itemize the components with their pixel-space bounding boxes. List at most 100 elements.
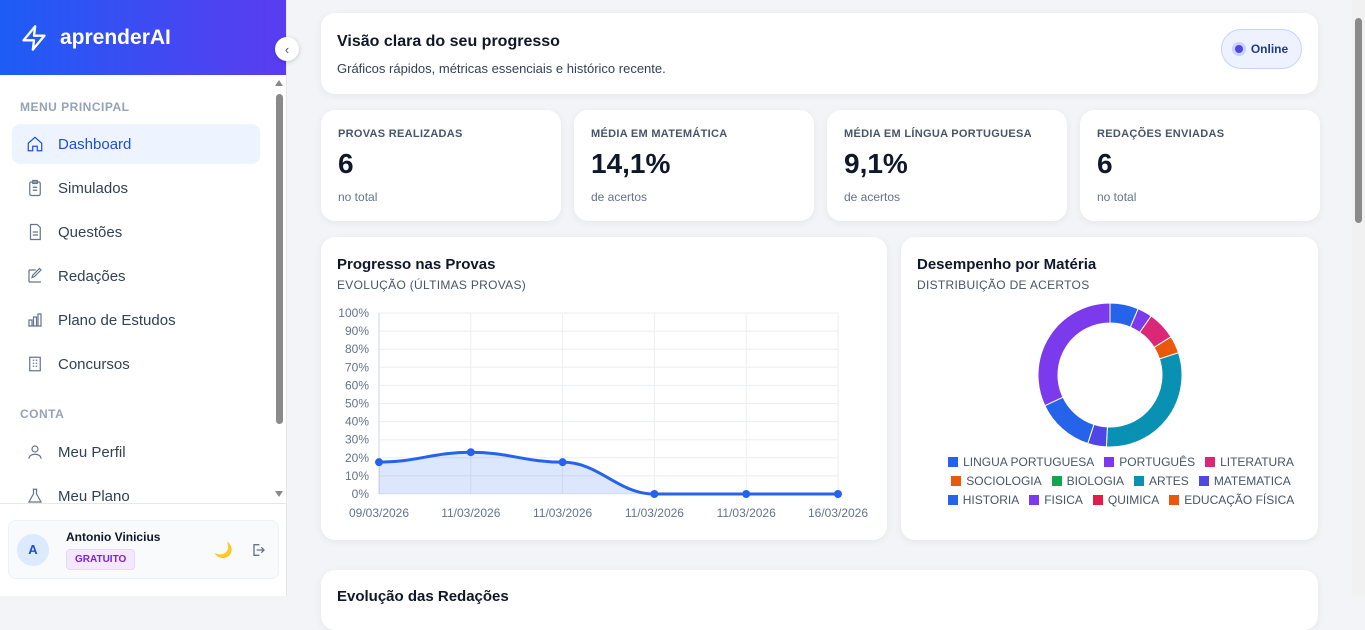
data-point[interactable] [375, 458, 383, 467]
home-icon [27, 136, 43, 152]
plan-badge: GRATUITO [66, 548, 136, 570]
legend-label: LITERATURA [1220, 455, 1294, 469]
sidebar-item-simulados[interactable]: Simulados [12, 168, 260, 208]
sidebar-item-meu-perfil[interactable]: Meu Perfil [12, 432, 260, 472]
status-badge: Online [1221, 29, 1302, 69]
moon-icon[interactable]: 🌙 [214, 542, 233, 559]
x-tick-label: 11/03/2026 [441, 506, 500, 520]
legend-item[interactable]: QUIMICA [1092, 493, 1160, 507]
legend-swatch [1104, 457, 1115, 467]
stat-value: 9,1% [844, 148, 908, 179]
y-tick-label: 30% [345, 433, 369, 447]
stat-card: REDAÇÕES ENVIADAS 6 no total [1080, 110, 1320, 221]
subject-chart-card: Desempenho por Matéria DISTRIBUIÇÃO DE A… [901, 237, 1318, 540]
y-tick-label: 60% [345, 378, 369, 392]
collapse-sidebar-button[interactable]: ‹ [275, 37, 299, 61]
flask-icon [27, 488, 43, 503]
sidebar-item-label: Simulados [58, 179, 129, 197]
page-scrollbar[interactable] [1352, 0, 1365, 596]
user-card: A Antonio Vinicius GRATUITO 🌙 [8, 520, 279, 579]
legend-item[interactable]: SOCIOLOGIA [951, 474, 1042, 488]
legend-item[interactable]: ARTES [1134, 474, 1189, 488]
clipboard-icon [29, 179, 41, 197]
legend-label: QUIMICA [1107, 493, 1160, 507]
legend-item[interactable]: PORTUGUÊS [1104, 455, 1195, 469]
legend-swatch [1134, 476, 1145, 486]
legend-label: ARTES [1149, 474, 1189, 488]
legend-swatch [948, 457, 959, 467]
building-icon [29, 356, 41, 372]
data-point[interactable] [466, 448, 475, 457]
area-fill [379, 452, 838, 494]
sidebar-item-label: Questões [58, 223, 123, 241]
y-tick-label: 20% [345, 451, 369, 465]
main-content: Visão clara do seu progresso Gráficos rá… [288, 0, 1351, 630]
sidebar-item-meu-plano[interactable]: Meu Plano [12, 476, 260, 503]
stat-sub: no total [1097, 190, 1137, 204]
scroll-down-icon[interactable] [275, 491, 283, 497]
sidebar-item-reda-es[interactable]: Redações [12, 256, 260, 296]
lightning-icon [22, 24, 46, 51]
y-tick-label: 0% [352, 487, 370, 501]
series-line [378, 450, 838, 496]
page-scroll-thumb[interactable] [1355, 18, 1362, 223]
legend-item[interactable]: MATEMATICA [1198, 474, 1291, 488]
sidebar-item-label: Plano de Estudos [58, 311, 176, 329]
legend-label: BIOLOGIA [1066, 474, 1125, 488]
progress-line-chart: 0% 10% 20% 30% 40% 50% 60% 70% 80% 90% 100% 09/03/2… [338, 306, 868, 520]
status-dot-icon [1234, 45, 1243, 53]
legend-item[interactable]: EDUCAÇÃO FÍSICA [1169, 493, 1294, 507]
data-point[interactable] [650, 490, 659, 498]
legend-swatch [1205, 457, 1216, 467]
sidebar-scroll-thumb[interactable] [276, 94, 283, 424]
sidebar-item-dashboard[interactable]: Dashboard [12, 124, 260, 164]
data-point[interactable] [742, 490, 751, 498]
sidebar-item-label: Meu Perfil [58, 443, 126, 461]
donut-slice[interactable] [1105, 352, 1183, 448]
stat-card: MÉDIA EM LÍNGUA PORTUGUESA 9,1% de acertos [827, 110, 1067, 221]
section-main-label: MENU PRINCIPAL [20, 100, 130, 114]
page-subtitle: Gráficos rápidos, métricas essenciais e … [337, 61, 666, 76]
legend-label: PORTUGUÊS [1119, 455, 1196, 469]
sidebar-item-plano-de-estudos[interactable]: Plano de Estudos [12, 300, 260, 340]
sidebar-item-concursos[interactable]: Concursos [12, 344, 260, 384]
legend-item[interactable]: LITERATURA [1205, 455, 1294, 469]
legend-swatch [1092, 495, 1103, 505]
x-tick-label: 11/03/2026 [625, 506, 684, 520]
legend-item[interactable]: BIOLOGIA [1051, 474, 1125, 488]
stat-label: MÉDIA EM LÍNGUA PORTUGUESA [844, 128, 1032, 140]
data-point[interactable] [834, 490, 842, 498]
chart-title: Desempenho por Matéria [917, 256, 1097, 273]
logout-icon[interactable] [250, 542, 266, 558]
x-tick-label: 11/03/2026 [717, 506, 776, 520]
chevron-left-icon: ‹ [284, 41, 290, 57]
file-icon [29, 223, 41, 241]
sidebar-scrollbar[interactable] [273, 78, 286, 503]
section-title: Evolução das Redações [337, 588, 509, 605]
brand-name: aprenderAI [60, 25, 171, 49]
sidebar-item-label: Redações [58, 267, 126, 285]
brand-header[interactable]: aprenderAI [0, 0, 286, 75]
scroll-up-icon[interactable] [275, 80, 283, 86]
stat-card: MÉDIA EM MATEMÁTICA 14,1% de acertos [574, 110, 814, 221]
stat-sub: no total [338, 190, 378, 204]
legend-item[interactable]: HISTORIA [947, 493, 1019, 507]
data-point[interactable] [558, 458, 567, 467]
legend-item[interactable]: FISICA [1029, 493, 1083, 507]
donut-slice[interactable] [1037, 302, 1111, 407]
chart-subtitle: DISTRIBUIÇÃO DE ACERTOS [917, 278, 1090, 292]
legend-label: MATEMATICA [1213, 474, 1291, 488]
legend-label: FISICA [1044, 493, 1083, 507]
y-tick-label: 50% [345, 397, 369, 411]
legend-item[interactable]: LINGUA PORTUGUESA [948, 455, 1094, 469]
stat-sub: de acertos [591, 190, 648, 204]
legend-swatch [1198, 476, 1209, 486]
user-icon [28, 445, 42, 459]
section-account-label: CONTA [20, 407, 65, 421]
avatar[interactable]: A [17, 533, 49, 566]
y-tick-label: 100% [338, 306, 369, 320]
legend-label: SOCIOLOGIA [966, 474, 1042, 488]
sidebar-item-quest-es[interactable]: Questões [12, 212, 260, 252]
donut-slice[interactable] [1044, 396, 1095, 445]
edit-icon [28, 267, 42, 283]
